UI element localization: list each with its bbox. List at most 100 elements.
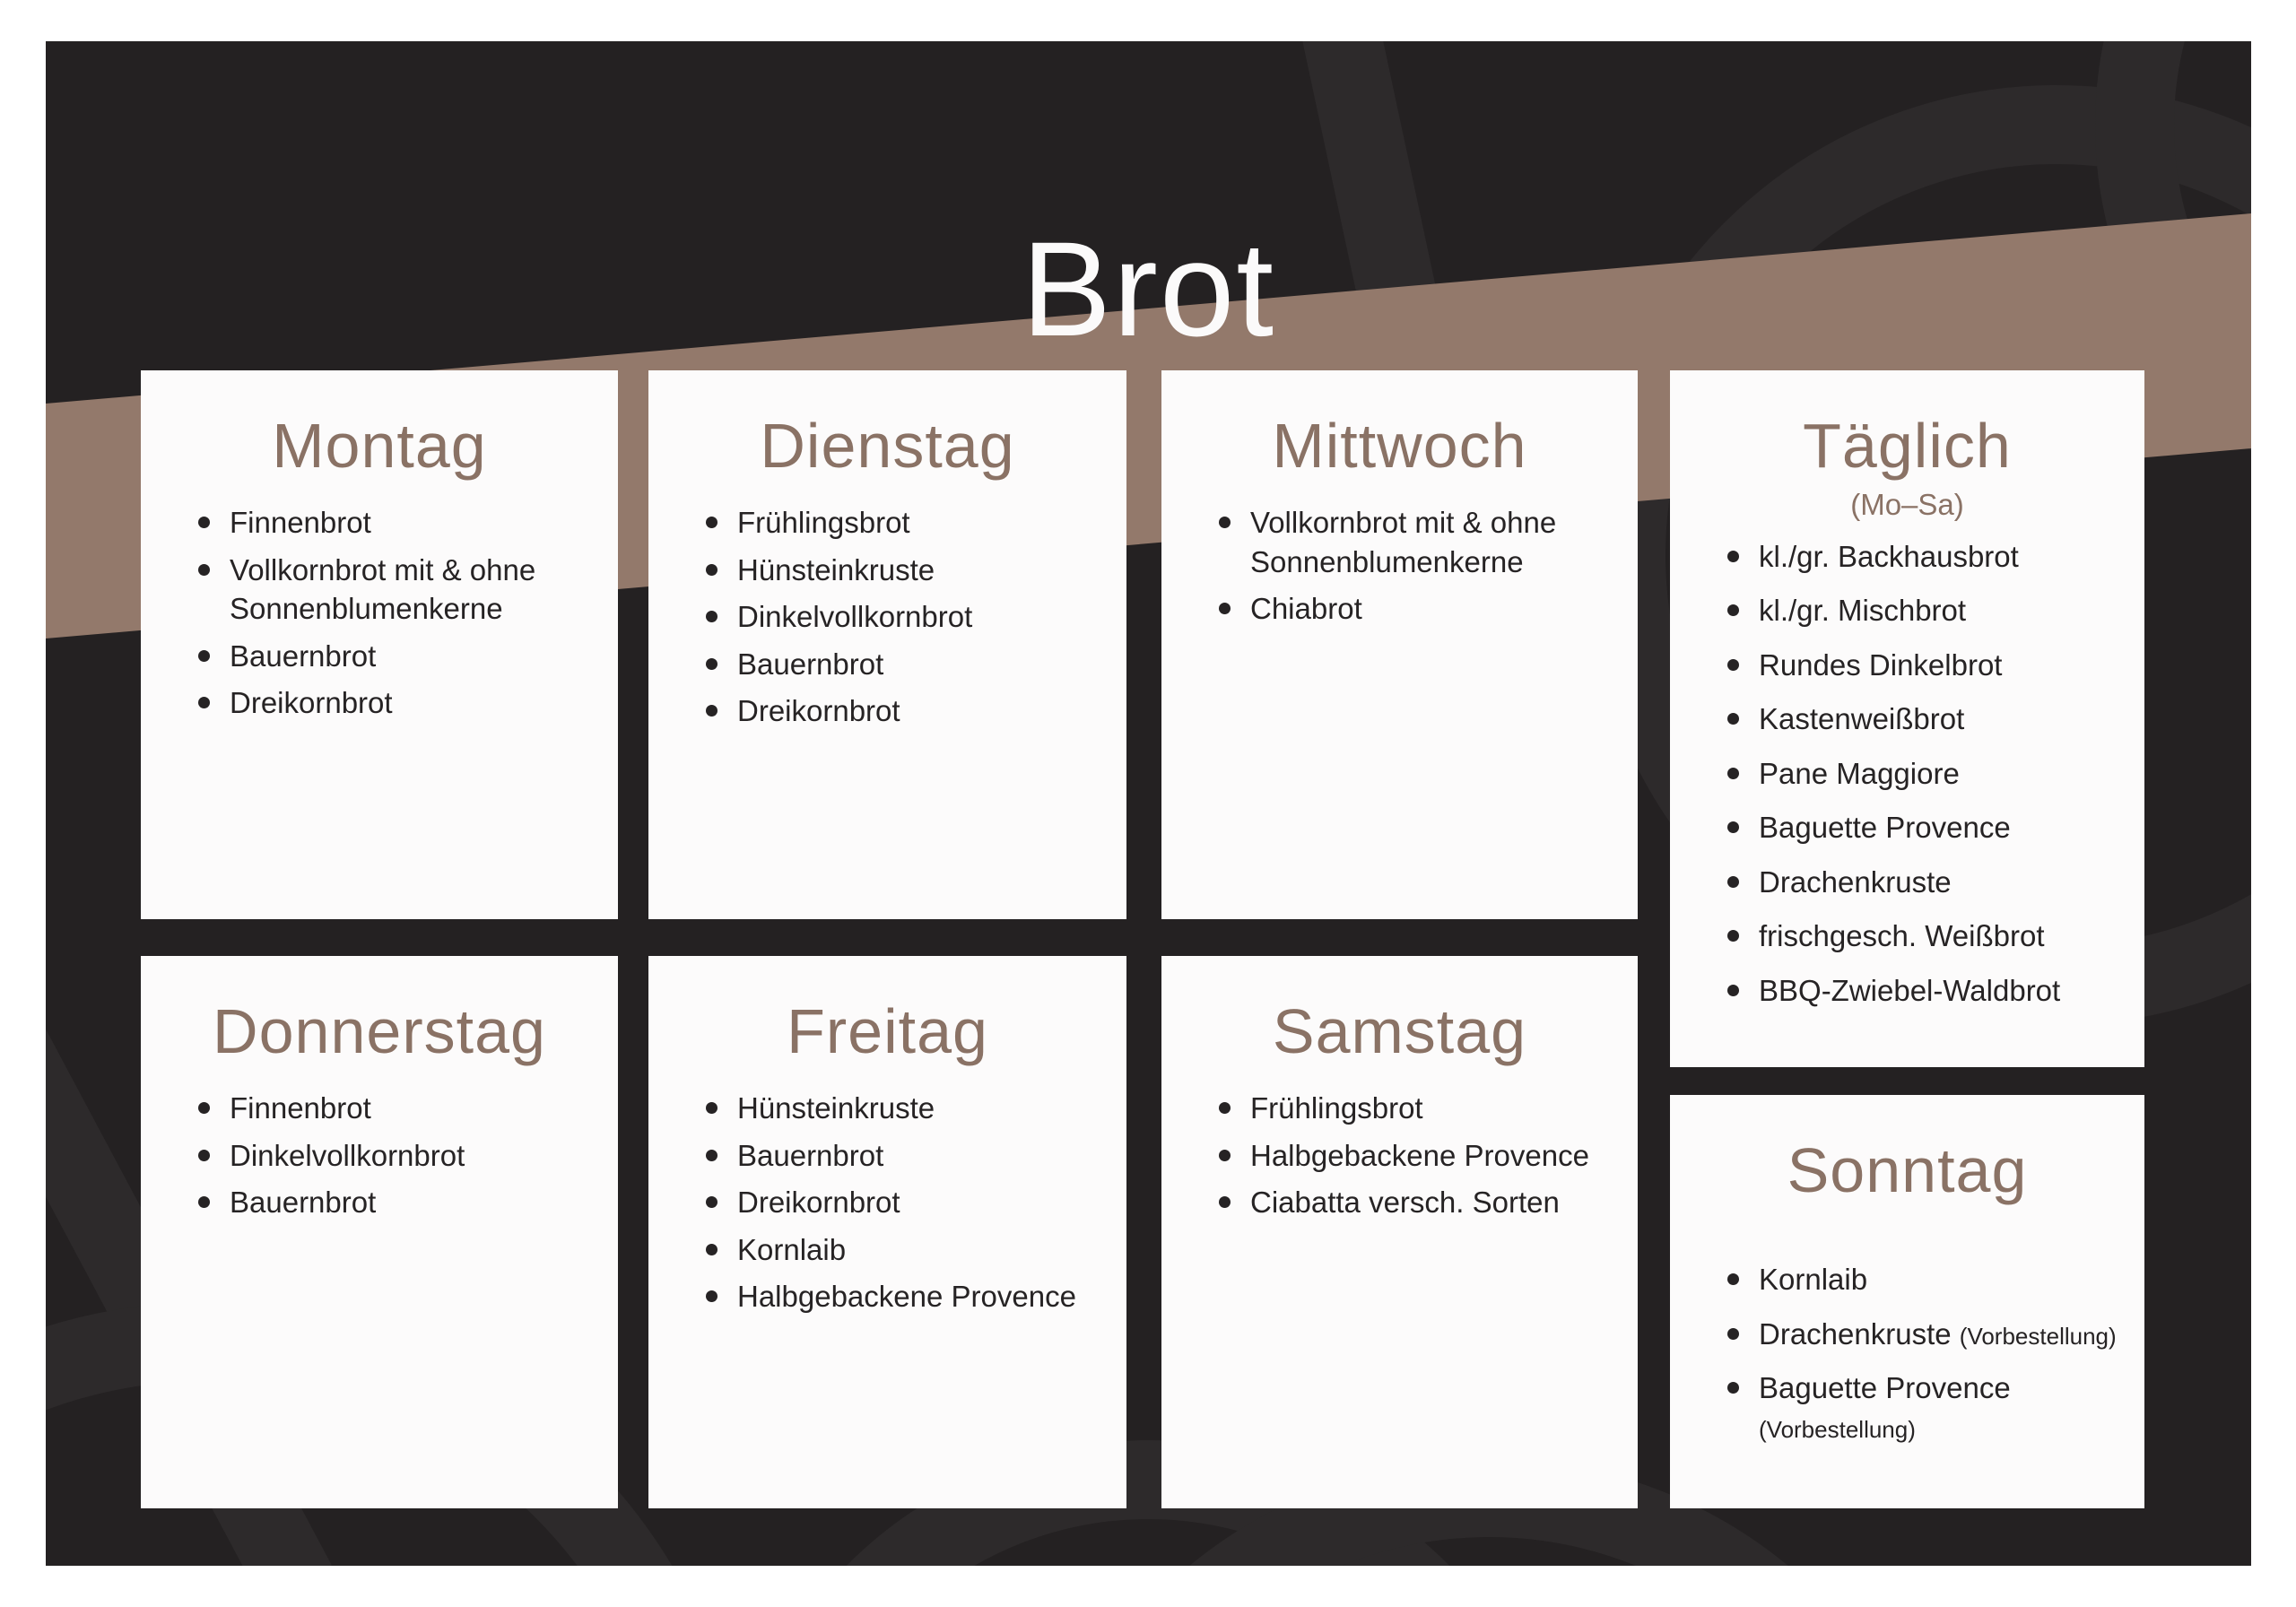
bread-item-text-wrap: Baguette Provence: [1759, 808, 2011, 847]
bread-item: Pane Maggiore: [1727, 754, 2132, 794]
bullet-dot-icon: [706, 1102, 718, 1114]
bread-item-text: Halbgebackene Provence: [1250, 1138, 1589, 1172]
bread-item-text: Baguette Provence: [1759, 811, 2011, 845]
bullet-dot-icon: [198, 1196, 210, 1209]
card-title: Freitag: [787, 996, 988, 1066]
bread-item-text-wrap: Bauernbrot: [737, 1136, 883, 1176]
bread-item-text: Finnenbrot: [230, 1091, 371, 1125]
bread-item-text: Bauernbrot: [230, 638, 377, 673]
bread-item-note: (Vorbestellung): [1759, 1415, 1916, 1443]
bullet-dot-icon: [706, 705, 718, 717]
bread-item-text-wrap: Dreikornbrot: [230, 683, 393, 723]
bread-item-text: Hünsteinkruste: [737, 552, 935, 586]
bread-item-text-wrap: Rundes Dinkelbrot: [1759, 646, 2002, 685]
bread-item: Frühlingsbrot: [706, 503, 1114, 543]
card-samstag: Samstag Frühlingsbrot Halbgebackene Proven…: [1161, 956, 1638, 1508]
bread-item: Baguette Provence (Vorbestellung): [1727, 1368, 2132, 1446]
bread-item-text: Rundes Dinkelbrot: [1759, 647, 2003, 682]
bread-item-text: Drachenkruste: [1759, 864, 1952, 899]
page-title: Brot: [1021, 213, 1276, 364]
bread-list: kl./gr. Backhausbrot kl./gr. Mischbrot Run…: [1670, 537, 2144, 1011]
bread-item-text-wrap: Bauernbrot: [230, 1183, 376, 1222]
bread-item-text-wrap: Dreikornbrot: [737, 1183, 900, 1222]
bread-item: Vollkornbrot mit & ohne Sonnenblumenkern…: [198, 551, 605, 629]
card-dienstag: Dienstag Frühlingsbrot Hünsteinkruste Dinke…: [648, 370, 1126, 919]
bread-item-text-wrap: Dreikornbrot: [737, 691, 900, 731]
bullet-dot-icon: [1727, 604, 1739, 617]
bread-item: Ciabatta versch. Sorten: [1219, 1183, 1625, 1222]
bread-list: Finnenbrot Vollkornbrot mit & ohne Sonnen…: [141, 503, 618, 723]
bread-item-text: Dinkelvollkornbrot: [737, 600, 973, 634]
bullet-dot-icon: [1727, 821, 1739, 834]
bread-item-text: BBQ-Zwiebel-Waldbrot: [1759, 973, 2061, 1007]
bread-item: Dreikornbrot: [706, 691, 1114, 731]
bread-item-text-wrap: Kastenweißbrot: [1759, 699, 1964, 739]
bread-item: Hünsteinkruste: [706, 1089, 1114, 1128]
card-title: Dienstag: [760, 411, 1015, 481]
bread-item-text: Ciabatta versch. Sorten: [1250, 1186, 1560, 1220]
bread-item-text: Dinkelvollkornbrot: [230, 1138, 465, 1172]
bread-item-text: Bauernbrot: [230, 1186, 377, 1220]
bullet-dot-icon: [706, 1243, 718, 1255]
bread-list: Finnenbrot Dinkelvollkornbrot Bauernbrot: [141, 1089, 618, 1222]
bullet-dot-icon: [198, 697, 210, 709]
card-mittwoch: Mittwoch Vollkornbrot mit & ohne Sonnenbl…: [1161, 370, 1638, 919]
bullet-dot-icon: [198, 1102, 210, 1114]
bread-item-text-wrap: Vollkornbrot mit & ohne Sonnenblumenkern…: [230, 551, 605, 629]
bread-item: Finnenbrot: [198, 503, 605, 543]
bullet-dot-icon: [706, 1149, 718, 1161]
bread-item: kl./gr. Backhausbrot: [1727, 537, 2132, 577]
bread-item: Frühlingsbrot: [1219, 1089, 1625, 1128]
bread-item: Bauernbrot: [706, 645, 1114, 684]
bread-item-text-wrap: Finnenbrot: [230, 503, 371, 543]
bullet-dot-icon: [706, 657, 718, 670]
bread-item-text-wrap: Finnenbrot: [230, 1089, 371, 1128]
bread-item-text: Bauernbrot: [737, 647, 884, 681]
bullet-dot-icon: [1727, 1327, 1739, 1340]
bread-item-text-wrap: Bauernbrot: [230, 637, 376, 676]
menu-board: Brot Montag Finnenbrot Vollkornbrot mit & …: [46, 41, 2251, 1566]
bread-item: Kornlaib: [1727, 1260, 2132, 1299]
bread-item-text-wrap: Hünsteinkruste: [737, 551, 935, 590]
bread-item-text: Kornlaib: [737, 1232, 847, 1266]
card-donnerstag: Donnerstag Finnenbrot Dinkelvollkornbrot Ba…: [141, 956, 618, 1508]
bread-item: Halbgebackene Provence: [706, 1277, 1114, 1316]
bread-item-text-wrap: Drachenkruste: [1759, 863, 1952, 902]
bullet-dot-icon: [1727, 1273, 1739, 1285]
bread-item-text: Dreikornbrot: [737, 1186, 900, 1220]
bread-item: Rundes Dinkelbrot: [1727, 646, 2132, 685]
bullet-dot-icon: [1219, 1149, 1231, 1161]
bullet-dot-icon: [1727, 1382, 1739, 1394]
bread-item-text-wrap: Pane Maggiore: [1759, 754, 1960, 794]
bullet-dot-icon: [1727, 767, 1739, 779]
bread-item-text-wrap: kl./gr. Mischbrot: [1759, 591, 1966, 630]
bread-list: Hünsteinkruste Bauernbrot Dreikornbrot Korn…: [648, 1089, 1126, 1316]
bullet-dot-icon: [1219, 1102, 1231, 1114]
card-sonntag: Sonntag Kornlaib Drachenkruste (Vorbestell…: [1670, 1095, 2144, 1508]
bullet-dot-icon: [706, 563, 718, 576]
bullet-dot-icon: [1727, 550, 1739, 562]
bread-item-text-wrap: Bauernbrot: [737, 645, 883, 684]
bread-item-text: kl./gr. Backhausbrot: [1759, 539, 2019, 573]
bullet-dot-icon: [1727, 984, 1739, 996]
bread-item: frischgesch. Weißbrot: [1727, 916, 2132, 956]
bread-item: Chiabrot: [1219, 589, 1625, 629]
bread-item-text: Frühlingsbrot: [737, 506, 910, 539]
bread-item-text-wrap: Baguette Provence (Vorbestellung): [1759, 1368, 2132, 1446]
bread-item-text-wrap: Frühlingsbrot: [737, 503, 910, 543]
bullet-dot-icon: [706, 611, 718, 623]
bullet-dot-icon: [1219, 517, 1231, 528]
bullet-dot-icon: [706, 1290, 718, 1303]
bread-item-text: Chiabrot: [1250, 592, 1362, 626]
bread-item-text: Halbgebackene Provence: [737, 1280, 1076, 1314]
card-subtitle: (Mo–Sa): [1850, 488, 1964, 521]
bread-item: Finnenbrot: [198, 1089, 605, 1128]
card-title: Sonntag: [1787, 1135, 2028, 1205]
bullet-dot-icon: [198, 1149, 210, 1161]
bread-list: Kornlaib Drachenkruste (Vorbestellung) Bag…: [1670, 1260, 2144, 1446]
card-title: Donnerstag: [213, 996, 546, 1066]
bread-item-text: Vollkornbrot mit & ohne Sonnenblumenkern…: [230, 552, 536, 626]
bread-item: Baguette Provence: [1727, 808, 2132, 847]
bread-item-text-wrap: kl./gr. Backhausbrot: [1759, 537, 2019, 577]
bullet-dot-icon: [1219, 603, 1231, 615]
